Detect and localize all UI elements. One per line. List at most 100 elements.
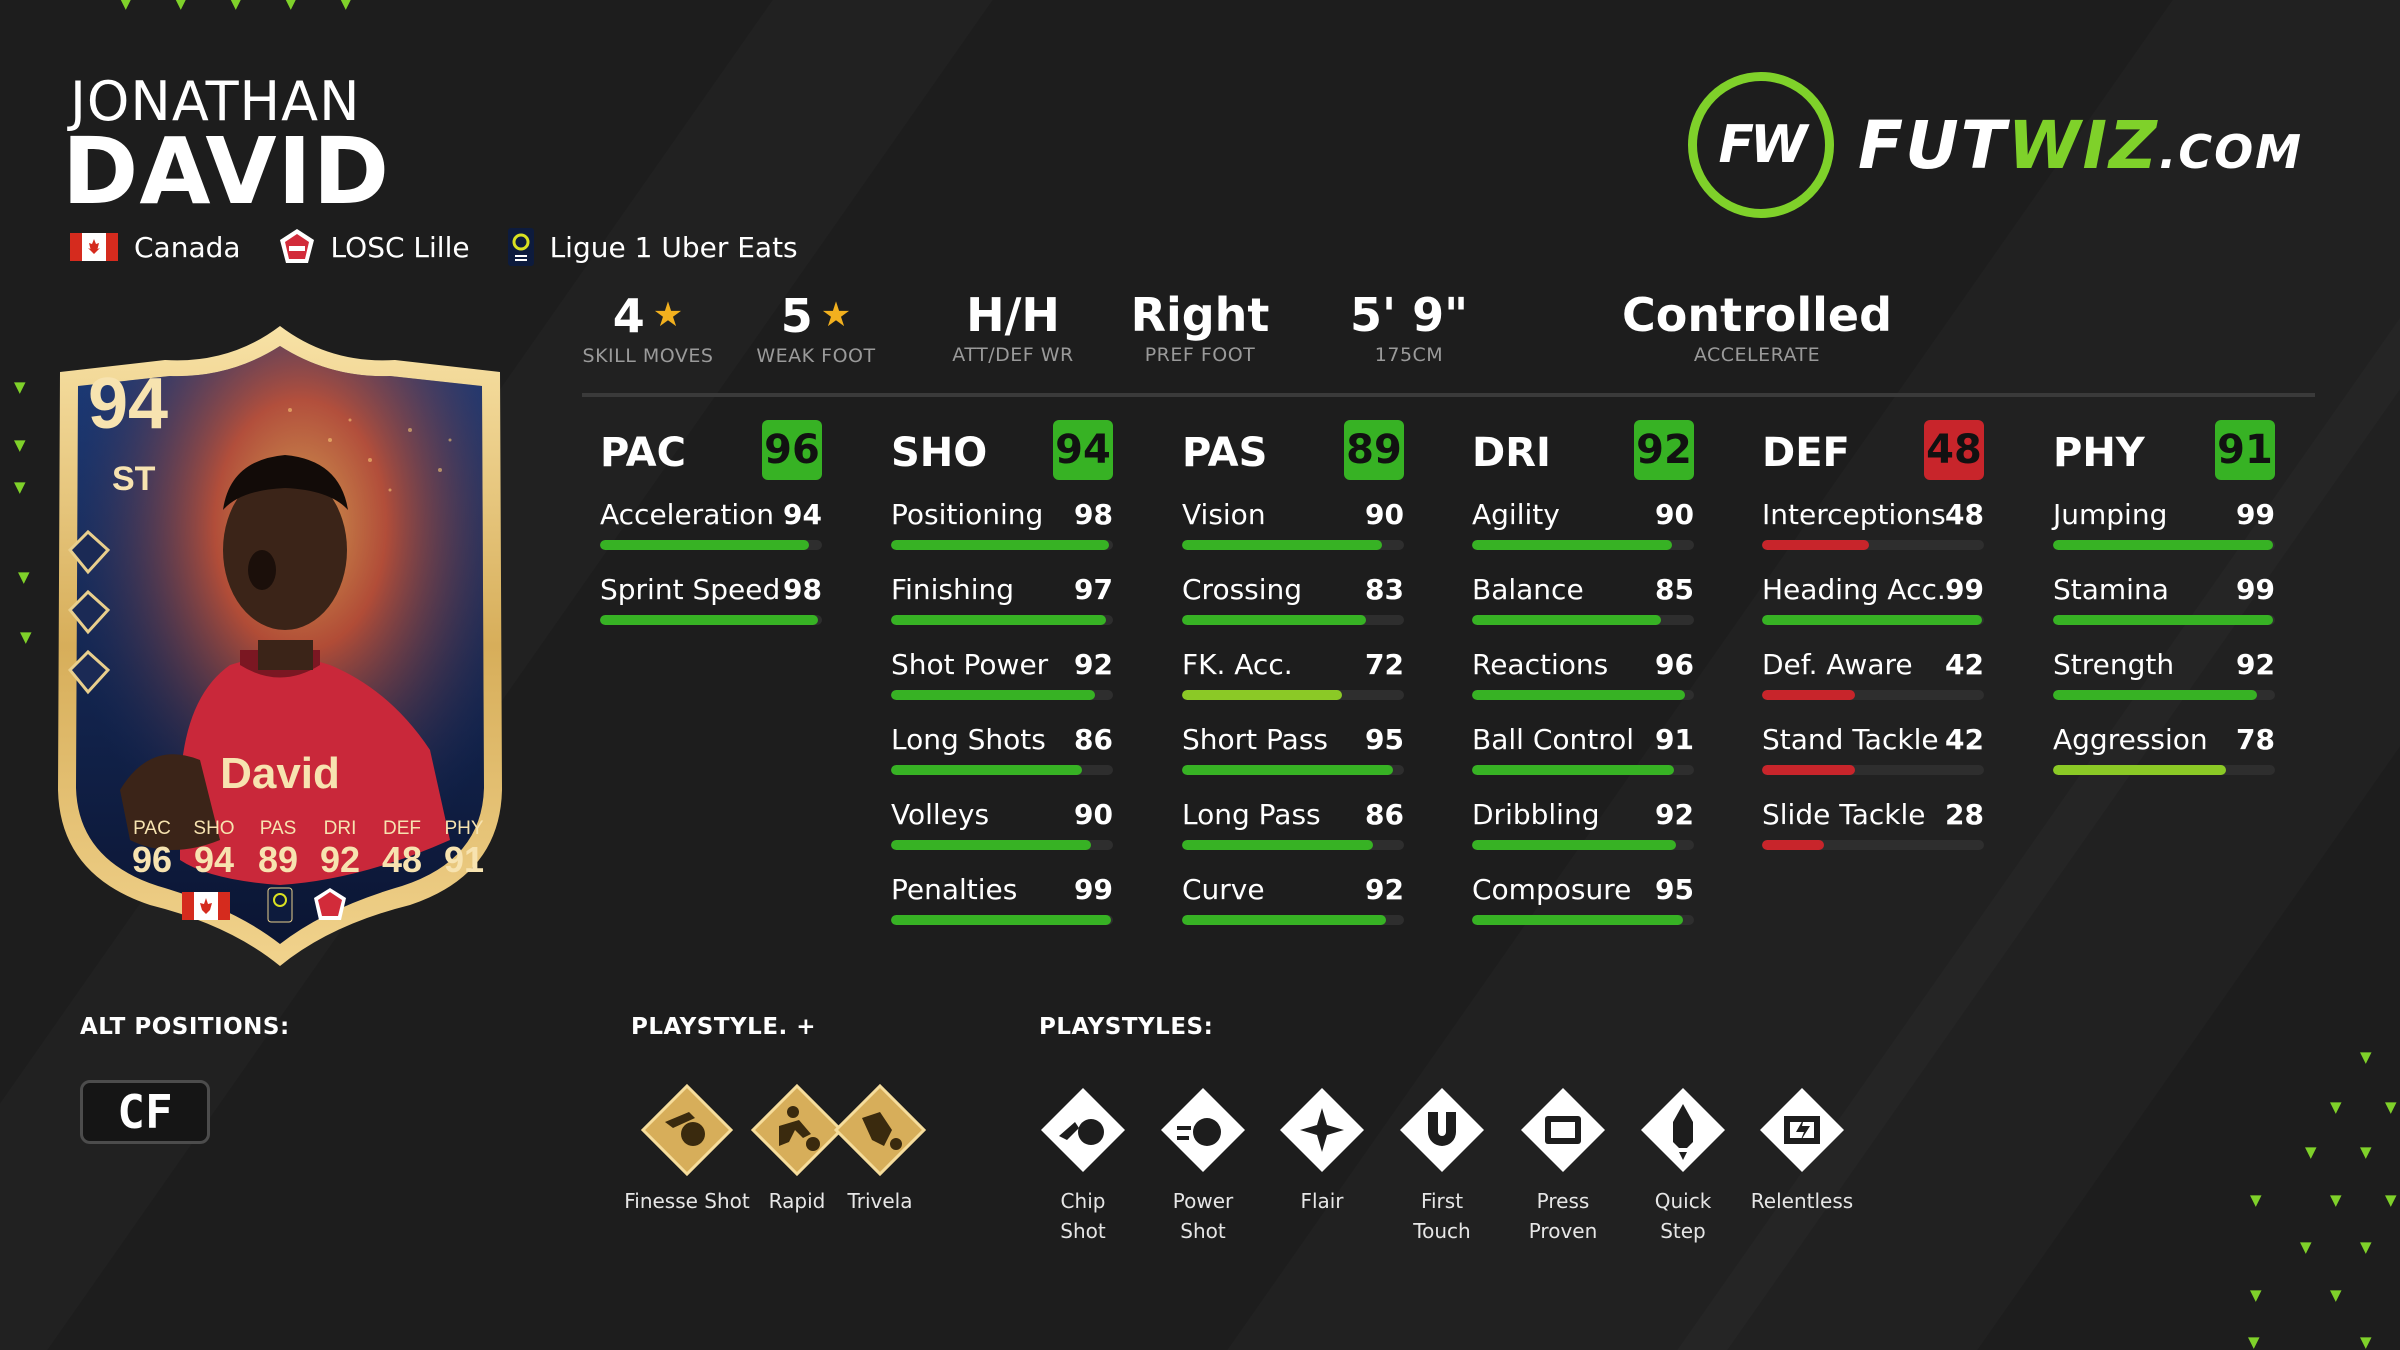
stat-bar	[2053, 615, 2275, 625]
card-stat-value: 89	[258, 839, 298, 880]
playstyle-quick-step[interactable]: Quick Step	[1613, 1082, 1753, 1246]
stat-bar-fill	[2053, 765, 2227, 775]
playstyle-label: Finesse Shot	[624, 1189, 750, 1213]
stat-bar-fill	[1762, 615, 1982, 625]
stat-row: Jumping 99	[2053, 484, 2275, 559]
card-stat-label: PHY	[444, 818, 483, 839]
playstyle-label-line1: Press	[1536, 1189, 1590, 1213]
stat-bar	[2053, 540, 2275, 550]
stat-bar	[1182, 840, 1404, 850]
nation-link[interactable]: Canada	[70, 231, 241, 264]
stat-bar	[2053, 765, 2275, 775]
stat-row: Stand Tackle 42	[1762, 709, 1984, 784]
card-name: David	[220, 749, 340, 798]
stat-row: Short Pass 95	[1182, 709, 1404, 784]
stat-value: 97	[1074, 573, 1113, 606]
stat-row: Sprint Speed 98	[600, 559, 822, 634]
stat-row: Heading Acc. 99	[1762, 559, 1984, 634]
stat-bar-fill	[1762, 840, 1825, 850]
stat-name: Composure	[1472, 873, 1632, 906]
stat-category-name: PAS	[1182, 430, 1268, 476]
stat-bar-fill	[1472, 540, 1672, 550]
stat-bar-fill	[1472, 915, 1683, 925]
player-info-row: 4 ★ SKILL MOVES 5 ★ WEAK FOOT H/H ATT/DEF WR Rig…	[0, 286, 2400, 376]
stat-row: Finishing 97	[891, 559, 1113, 634]
playstyle-relentless[interactable]: Relentless	[1732, 1082, 1872, 1216]
stat-bar	[1762, 540, 1984, 550]
stat-value: 48	[1945, 498, 1984, 531]
stat-category-badge: 48	[1924, 420, 1984, 480]
info-label: SKILL MOVES	[582, 345, 714, 367]
stat-bar-fill	[1182, 765, 1393, 775]
stat-bar-fill	[600, 540, 809, 550]
player-card[interactable]: 94 ST David PAC 96 SHO 94 PAS 89 DRI 92 DEF 48 PHY…	[30, 320, 540, 970]
stat-bar-fill	[2053, 690, 2258, 700]
stat-row: Ball Control 91	[1472, 709, 1694, 784]
stat-bar	[1472, 615, 1694, 625]
card-stat-label: PAC	[133, 818, 171, 839]
stat-column-def: DEF 48 Interceptions 48 Heading Acc. 99 Def. A…	[1762, 420, 1984, 859]
stat-value: 83	[1365, 573, 1404, 606]
stat-name: Curve	[1182, 873, 1265, 906]
playstyle-plus-rapid[interactable]: Rapid	[727, 1082, 867, 1216]
playstyle-flair[interactable]: Flair	[1252, 1082, 1392, 1216]
stat-value: 78	[2236, 723, 2275, 756]
stat-bar-fill	[891, 915, 1111, 925]
relentless-icon	[1732, 1082, 1872, 1178]
stat-name: Volleys	[891, 798, 990, 831]
futwiz-logo[interactable]: FW FUTWIZ.COM	[1688, 72, 2303, 218]
playstyle-power-shot[interactable]: Power Shot	[1133, 1082, 1273, 1246]
stat-value: 85	[1655, 573, 1694, 606]
card-stat-label: DEF	[383, 818, 421, 839]
rapid-icon	[727, 1082, 867, 1178]
logo-mark-text: FW	[1718, 115, 1808, 175]
stat-name: Agility	[1472, 498, 1560, 531]
club-link[interactable]: LOSC Lille	[279, 228, 470, 266]
stat-column-sho: SHO 94 Positioning 98 Finishing 97 Shot Power 9…	[891, 420, 1113, 934]
stat-bar-fill	[1762, 765, 1856, 775]
player-last-name: DAVID	[62, 118, 391, 225]
stat-name: Positioning	[891, 498, 1044, 531]
info-weak-foot: 5 ★ WEAK FOOT	[756, 286, 875, 367]
stat-bar	[1182, 615, 1404, 625]
league-link[interactable]: Ligue 1 Uber Eats	[507, 228, 798, 266]
playstyle-chip-shot[interactable]: Chip Shot	[1013, 1082, 1153, 1246]
player-image	[120, 455, 450, 885]
playstyle-press-proven[interactable]: Press Proven	[1493, 1082, 1633, 1246]
alt-position-badge[interactable]: CF	[80, 1080, 210, 1144]
stat-bar-fill	[2053, 615, 2273, 625]
playstyle-first-touch[interactable]: First Touch	[1372, 1082, 1512, 1246]
stat-name: Aggression	[2053, 723, 2208, 756]
stat-name: Penalties	[891, 873, 1018, 906]
info-skill-moves: 4 ★ SKILL MOVES	[583, 286, 714, 367]
stat-row: Aggression 78	[2053, 709, 2275, 784]
info-value: H/H	[966, 288, 1060, 342]
stat-value: 99	[1074, 873, 1113, 906]
stat-name: Acceleration	[600, 498, 774, 531]
stat-name: Long Shots	[891, 723, 1046, 756]
stat-bar	[891, 690, 1113, 700]
info-175cm: 5' 9" 175CM	[1350, 286, 1468, 366]
stat-value: 98	[1074, 498, 1113, 531]
stat-name: Ball Control	[1472, 723, 1635, 756]
playstyle-label: Power Shot	[1133, 1186, 1273, 1246]
stat-value: 91	[1655, 723, 1694, 756]
info-label: ACCELERATE	[1693, 344, 1821, 366]
playstyle-plus-finesse-shot[interactable]: Finesse Shot	[617, 1082, 757, 1216]
card-stat-label: SHO	[193, 818, 234, 839]
stat-bar	[1182, 690, 1404, 700]
stat-value: 92	[1655, 798, 1694, 831]
stat-row: Stamina 99	[2053, 559, 2275, 634]
alt-positions-heading: ALT POSITIONS:	[80, 1014, 290, 1040]
info-value: 5 ★	[780, 289, 852, 343]
playstyle-label-line1: First	[1420, 1189, 1464, 1213]
stat-bar-fill	[891, 690, 1096, 700]
info-att-def-wr: H/H ATT/DEF WR	[952, 286, 1073, 366]
stat-name: Balance	[1472, 573, 1584, 606]
stat-value: 86	[1074, 723, 1113, 756]
stat-bar-fill	[1182, 540, 1382, 550]
playstyle-plus-trivela[interactable]: Trivela	[810, 1082, 950, 1216]
logo-part-wiz: WIZ	[2007, 106, 2159, 184]
chip-shot-icon	[1013, 1082, 1153, 1178]
playstyle-plus-heading: PLAYSTYLE. +	[631, 1014, 817, 1040]
